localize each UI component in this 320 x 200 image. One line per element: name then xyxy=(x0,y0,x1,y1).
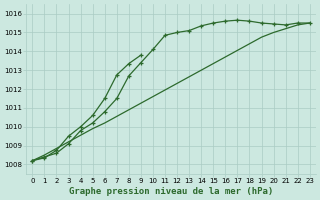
X-axis label: Graphe pression niveau de la mer (hPa): Graphe pression niveau de la mer (hPa) xyxy=(69,187,273,196)
